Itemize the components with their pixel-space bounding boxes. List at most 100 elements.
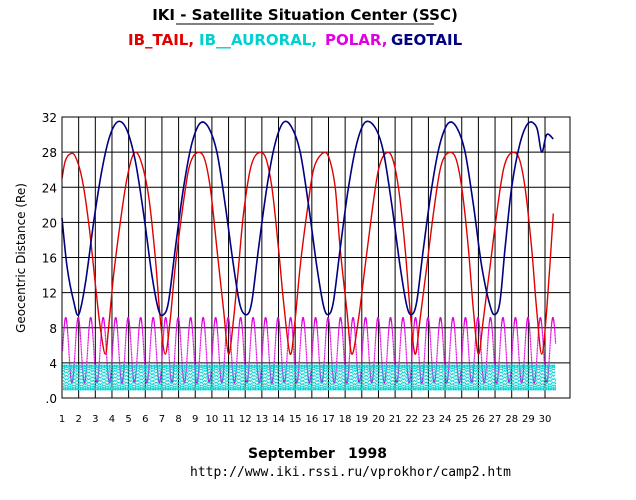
orbit-point [161, 359, 162, 360]
orbit-point [294, 369, 295, 370]
orbit-point [261, 359, 262, 360]
orbit-point [454, 325, 455, 326]
orbit-point [412, 351, 413, 352]
legend-entry-polar: POLAR, [325, 31, 387, 49]
orbit-point [425, 336, 426, 337]
orbit-point [404, 329, 405, 330]
orbit-point [175, 334, 176, 335]
orbit-point [144, 369, 145, 370]
orbit-point [299, 362, 300, 363]
orbit-point [500, 343, 501, 344]
orbit-point [449, 351, 450, 352]
orbit-point [425, 343, 426, 344]
orbit-point [155, 338, 156, 339]
orbit-point [124, 358, 125, 359]
orbit-point [530, 339, 531, 340]
orbit-point [374, 359, 375, 360]
orbit-point [413, 327, 414, 328]
orbit-point [337, 346, 338, 347]
orbit-point [479, 329, 480, 330]
orbit-point [530, 342, 531, 343]
orbit-point [76, 325, 77, 326]
orbit-point [306, 360, 307, 361]
orbit-point [301, 327, 302, 328]
orbit-point [363, 326, 364, 327]
orbit-point [201, 327, 202, 328]
orbit-point [186, 359, 187, 360]
orbit-point [205, 336, 206, 337]
orbit-point [394, 359, 395, 360]
orbit-point [76, 327, 77, 328]
orbit-point [338, 337, 339, 338]
orbit-point [237, 346, 238, 347]
orbit-point [324, 350, 325, 351]
orbit-point [136, 361, 137, 362]
orbit-point [500, 337, 501, 338]
orbit-point [79, 331, 80, 332]
orbit-point [336, 362, 337, 363]
orbit-point [67, 336, 68, 337]
orbit-point [236, 362, 237, 363]
orbit-point [106, 357, 107, 358]
orbit-point [525, 336, 526, 337]
orbit-point [179, 331, 180, 332]
orbit-point [113, 330, 114, 331]
orbit-point [81, 359, 82, 360]
orbit-point [486, 362, 487, 363]
orbit-point [124, 355, 125, 356]
orbit-point [243, 341, 244, 342]
orbit-point [118, 352, 119, 353]
orbit-point [236, 358, 237, 359]
orbit-point [469, 362, 470, 363]
orbit-point [275, 346, 276, 347]
orbit-point [291, 326, 292, 327]
orbit-point [413, 326, 414, 327]
orbit-point [174, 351, 175, 352]
orbit-point [517, 339, 518, 340]
orbit-point [488, 331, 489, 332]
orbit-point [443, 344, 444, 345]
orbit-point [380, 336, 381, 337]
orbit-point [250, 345, 251, 346]
orbit-point [281, 359, 282, 360]
orbit-point [238, 334, 239, 335]
orbit-point [424, 356, 425, 357]
orbit-point [89, 325, 90, 326]
orbit-point [231, 363, 232, 364]
orbit-point [399, 348, 400, 349]
orbit-point [262, 342, 263, 343]
orbit-point [376, 327, 377, 328]
orbit-point [387, 350, 388, 351]
orbit-point [444, 359, 445, 360]
orbit-point [126, 330, 127, 331]
orbit-point [331, 363, 332, 364]
orbit-point [393, 357, 394, 358]
orbit-point [212, 342, 213, 343]
orbit-point [288, 329, 289, 330]
orbit-point [174, 353, 175, 354]
orbit-point [331, 357, 332, 358]
orbit-point [530, 338, 531, 339]
orbit-point [130, 344, 131, 345]
orbit-point [517, 336, 518, 337]
orbit-point [393, 349, 394, 350]
orbit-point [266, 326, 267, 327]
orbit-point [342, 328, 343, 329]
orbit-point [175, 342, 176, 343]
orbit-point [529, 328, 530, 329]
orbit-point [139, 326, 140, 327]
orbit-point [324, 359, 325, 360]
orbit-point [550, 340, 551, 341]
orbit-point [474, 355, 475, 356]
orbit-point [224, 356, 225, 357]
orbit-point [263, 327, 264, 328]
orbit-point [530, 351, 531, 352]
orbit-point [131, 354, 132, 355]
orbit-point [99, 351, 100, 352]
orbit-point [143, 351, 144, 352]
orbit-point [487, 348, 488, 349]
orbit-point [504, 326, 505, 327]
orbit-point [324, 362, 325, 363]
orbit-point [142, 326, 143, 327]
orbit-point [479, 325, 480, 326]
